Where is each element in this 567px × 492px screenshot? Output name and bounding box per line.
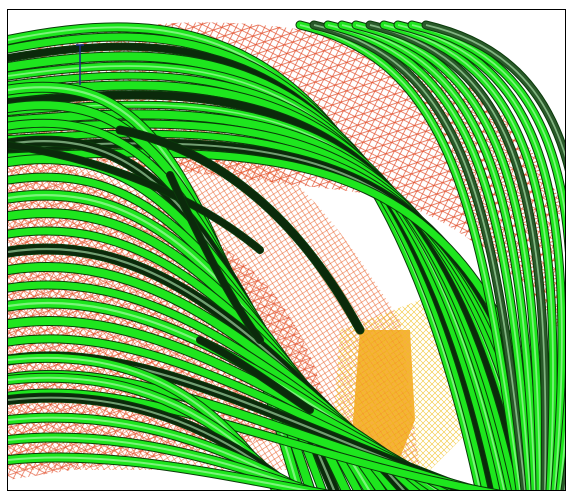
right-tube-1-highlight xyxy=(313,24,526,490)
right-tube-6-highlight xyxy=(383,24,554,490)
upper-tube-7 xyxy=(8,91,526,490)
right-tube-8-highlight xyxy=(411,24,565,490)
right-tube-2-highlight xyxy=(327,24,531,490)
right-tube-5-highlight xyxy=(369,24,547,490)
right-tube-7-highlight xyxy=(397,24,563,490)
dark-tube-c xyxy=(167,172,263,343)
axis-marker-icon xyxy=(76,44,84,85)
right-tube-4-highlight xyxy=(355,24,541,490)
dark-tube-a xyxy=(116,126,364,334)
dark-tube-d xyxy=(197,337,313,413)
right-tube-9-highlight xyxy=(425,24,565,490)
right-tube-0-highlight xyxy=(299,24,521,490)
right-tube-3-highlight xyxy=(341,24,536,490)
dark-tube-b xyxy=(8,142,263,253)
streamline-tubes xyxy=(8,20,565,490)
upper-tube-9 xyxy=(8,110,538,490)
bottom-tube-5-highlight xyxy=(8,456,310,490)
bottom-tube-4-highlight xyxy=(8,436,310,490)
